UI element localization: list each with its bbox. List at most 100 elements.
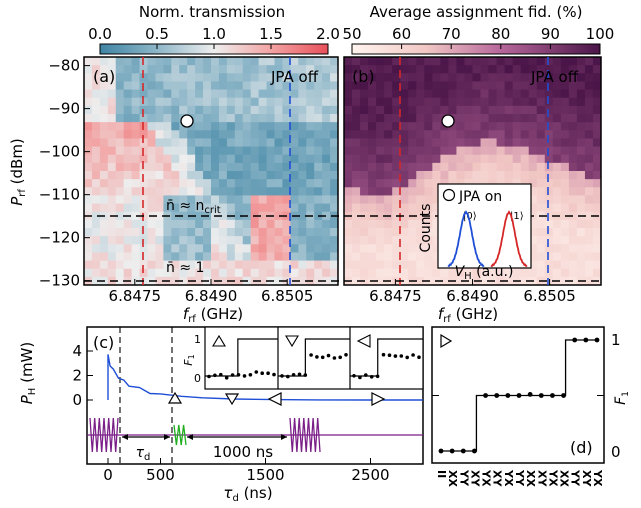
heatmap-a-cell (123, 219, 133, 229)
heatmap-a-cell (298, 203, 307, 213)
heatmap-b-cell (536, 97, 546, 107)
panel-c-inset-point (411, 353, 415, 357)
panel-c-inset-ylabel: F1 (182, 354, 196, 365)
heatmap-b-cell (344, 171, 353, 180)
heatmap-b-cell (352, 130, 361, 140)
heatmap-a-cell (115, 57, 125, 66)
heatmap-b-cell (360, 97, 369, 107)
heatmap-b-cell (392, 195, 401, 205)
heatmap-a-cell (250, 89, 260, 99)
heatmap-b-cell (352, 97, 361, 107)
heatmap-b-cell (584, 219, 594, 229)
heatmap-b-cell (552, 154, 562, 164)
heatmap-b-cell (552, 228, 562, 237)
heatmap-a-cell (147, 187, 157, 197)
heatmap-b-cell (360, 219, 369, 229)
heatmap-b-cell (400, 154, 409, 164)
heatmap-a-cell (203, 97, 212, 107)
heatmap-a-cell (155, 228, 164, 237)
heatmap-b-cell (496, 114, 506, 123)
heatmap-a-cell (234, 146, 244, 156)
heatmap-b-cell (376, 268, 385, 278)
heatmap-a-cell (258, 122, 268, 131)
panel-c-inset-ytick-1: 1 (194, 333, 201, 346)
heatmap-a-cell (155, 187, 164, 197)
heatmap-a-cell (203, 73, 212, 83)
heatmap-a-cell (211, 73, 220, 83)
heatmap-b-cell (344, 219, 353, 229)
heatmap-b-cell (384, 171, 393, 180)
heatmap-b-cell (416, 244, 425, 254)
heatmap-b-cell (464, 171, 474, 180)
heatmap-a-cell (115, 228, 125, 237)
panel-d-point (516, 393, 522, 398)
heatmap-a-cell (139, 154, 149, 164)
heatmap-a-cell (147, 268, 157, 278)
heatmap-a-cell (195, 97, 204, 107)
heatmap-b-cell (376, 228, 385, 237)
heatmap-a-cell (218, 228, 228, 237)
heatmap-a-cell (242, 57, 252, 66)
heatmap-a-cell (322, 203, 331, 213)
heatmap-b-cell (368, 171, 377, 180)
heatmap-b-cell (576, 195, 586, 205)
heatmap-a-cell (322, 138, 331, 148)
heatmap-b-cell (368, 179, 377, 188)
heatmap-a-cell (163, 187, 172, 197)
heatmap-b-cell (464, 130, 474, 140)
heatmap-a-cell (115, 195, 125, 205)
heatmap-b-cell (488, 89, 498, 99)
heatmap-a-cell (123, 252, 133, 262)
heatmap-b-cell (360, 203, 369, 213)
heatmap-a-cell (266, 171, 276, 180)
heatmap-a-cell (115, 244, 125, 254)
heatmap-a-cell (274, 252, 284, 262)
heatmap-a-cell (290, 73, 299, 83)
heatmap-b-cell (384, 203, 393, 213)
heatmap-a-cell (139, 171, 149, 180)
heatmap-b-cell (480, 105, 490, 115)
heatmap-a-cell (258, 187, 268, 197)
heatmap-b-cell (424, 73, 433, 83)
heatmap-b-cell (352, 105, 361, 115)
heatmap-a-cell (179, 57, 188, 66)
panel-c-inset-marker-up (212, 334, 226, 347)
heatmap-b-cell (568, 105, 578, 115)
heatmap-b-cell (584, 122, 594, 131)
heatmap-a-cell (218, 236, 228, 245)
heatmap-a-cell (211, 146, 220, 156)
panel-d-point (550, 393, 555, 398)
heatmap-b-cell (544, 228, 554, 237)
heatmap-a-cell (250, 171, 260, 180)
heatmap-a-cell (147, 252, 157, 262)
heatmap-b-cell (584, 73, 594, 83)
heatmap-b-cell (368, 89, 377, 99)
heatmap-b-cell (576, 171, 586, 180)
heatmap-b-cell (480, 81, 490, 91)
tau-arrow-head-left (122, 434, 128, 440)
heatmap-b-cell (440, 105, 450, 115)
heatmap-b-cell (408, 97, 417, 107)
heatmap-a-cell (131, 260, 141, 270)
heatmap-b-cell (448, 73, 458, 83)
panel-c-inset-point (320, 355, 325, 360)
heatmap-a-cell (84, 171, 93, 180)
heatmap-a-cell (211, 179, 220, 188)
heatmap-b-cell (552, 268, 562, 278)
heatmap-a-cell (107, 228, 117, 237)
heatmap-b-cell (584, 244, 594, 254)
heatmap-b-cell (472, 57, 482, 66)
heatmap-b-cell (360, 162, 369, 172)
heatmap-a-cell (258, 171, 268, 180)
heatmap-b-cell (520, 171, 530, 180)
heatmap-b-cell (576, 260, 586, 270)
heatmap-b-cell (456, 65, 466, 74)
heatmap-a-cell (274, 105, 284, 115)
heatmap-b-cell (360, 114, 369, 123)
heatmap-a-cell (155, 162, 164, 172)
heatmap-a-cell (282, 203, 291, 213)
heatmap-b-cell (560, 244, 570, 254)
heatmap-a-cell (155, 73, 164, 83)
heatmap-a-cell (218, 130, 228, 140)
heatmap-a-cell (203, 114, 212, 123)
